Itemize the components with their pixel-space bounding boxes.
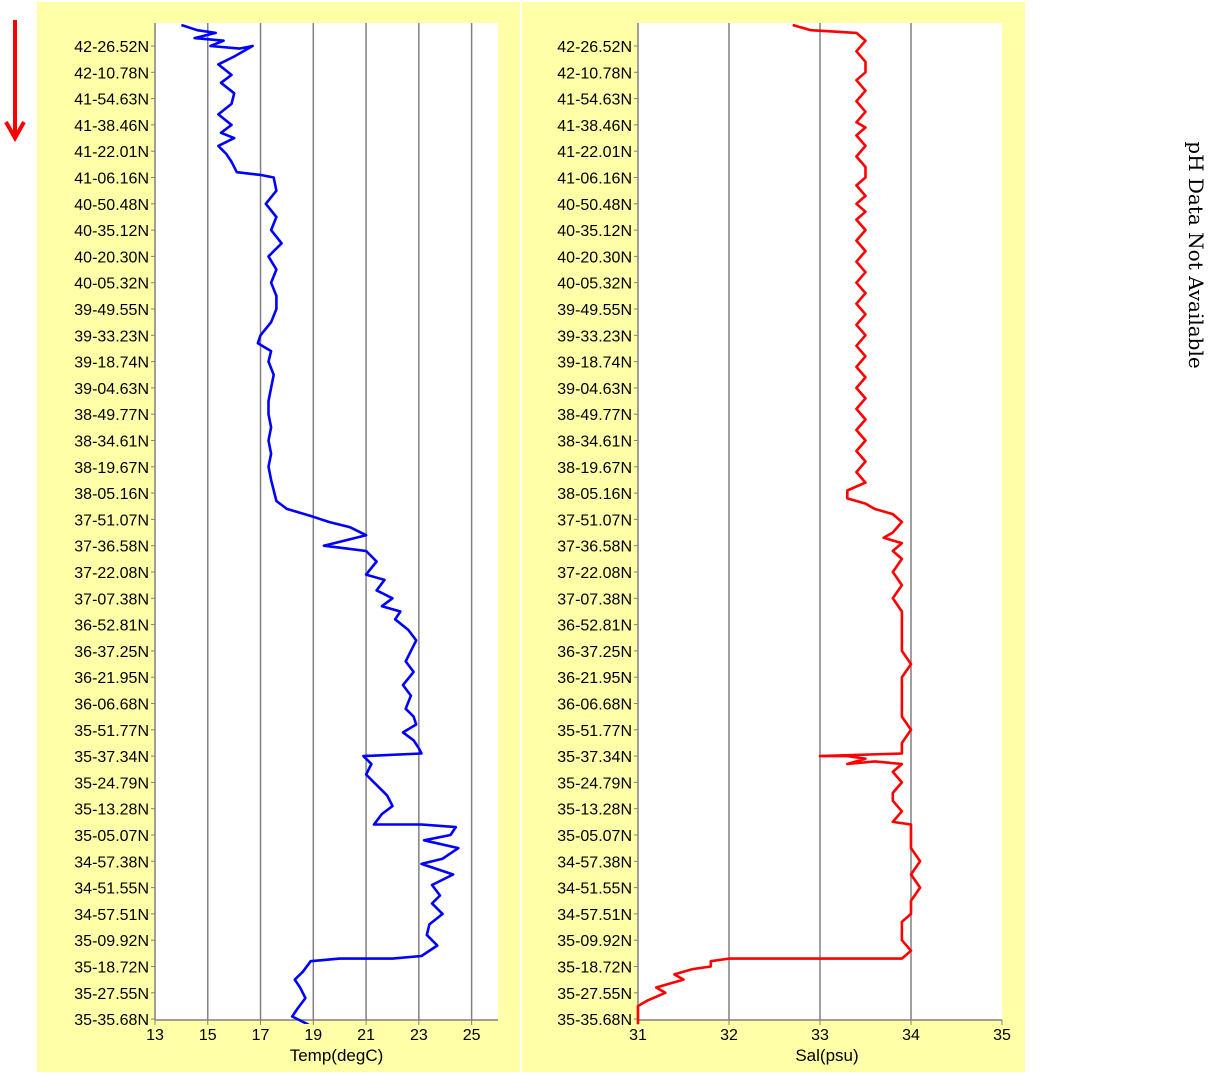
y-tick-label: 34-51.55N: [557, 881, 632, 898]
y-tick-label: 35-13.28N: [74, 802, 149, 819]
y-tick-label: 37-07.38N: [74, 591, 149, 608]
ph-unavailable-text: pH Data Not Available: [1184, 141, 1208, 369]
x-tick-label: 25: [463, 1027, 481, 1044]
y-tick-label: 34-57.38N: [557, 854, 632, 871]
y-tick-label: 36-37.25N: [74, 644, 149, 661]
y-tick-label: 41-38.46N: [557, 118, 632, 135]
y-tick-label: 35-18.72N: [74, 960, 149, 977]
y-tick-label: 38-19.67N: [557, 460, 632, 477]
data-series-line: [636, 23, 922, 1024]
arrow-down-icon: [4, 20, 26, 143]
y-tick-label: 35-09.92N: [74, 933, 149, 950]
x-tick-label: 17: [252, 1027, 270, 1044]
x-tick-label: 19: [304, 1027, 322, 1044]
chart-panel-1: 42-26.52N 42-10.78N 41-54.63N 41-38.46N 41-2…: [37, 2, 520, 1072]
x-tick-label: 15: [199, 1027, 217, 1044]
y-tick-label: 34-57.38N: [74, 854, 149, 871]
y-tick-label: 40-20.30N: [557, 249, 632, 266]
y-tick-label: 40-20.30N: [74, 249, 149, 266]
y-tick-label: 40-05.32N: [74, 276, 149, 293]
y-tick-label: 39-49.55N: [74, 302, 149, 319]
y-tick-label: 35-05.07N: [74, 828, 149, 845]
x-tick-label: 23: [410, 1027, 428, 1044]
y-tick-label: 42-10.78N: [74, 65, 149, 82]
y-tick-label: 37-51.07N: [557, 512, 632, 529]
y-tick-label: 36-37.25N: [557, 644, 632, 661]
y-tick-label: 40-05.32N: [557, 276, 632, 293]
y-tick-label: 39-49.55N: [557, 302, 632, 319]
y-tick-label: 41-22.01N: [557, 144, 632, 161]
y-tick-label: 35-09.92N: [557, 933, 632, 950]
y-tick-label: 35-13.28N: [557, 802, 632, 819]
y-tick-label: 35-51.77N: [74, 723, 149, 740]
y-tick-label: 35-18.72N: [557, 960, 632, 977]
x-axis-label: Sal(psu): [795, 1046, 858, 1065]
y-tick-label: 36-06.68N: [74, 697, 149, 714]
y-tick-label: 35-35.68N: [74, 1012, 149, 1029]
y-tick-label: 35-51.77N: [557, 723, 632, 740]
y-tick-label: 35-37.34N: [557, 749, 632, 766]
y-tick-label: 35-35.68N: [557, 1012, 632, 1029]
y-tick-label: 40-35.12N: [74, 223, 149, 240]
y-tick-label: 36-52.81N: [557, 618, 632, 635]
y-tick-label: 36-21.95N: [557, 670, 632, 687]
chart-panel-2: 42-26.52N 42-10.78N 41-54.63N 41-38.46N 41-2…: [522, 2, 1025, 1072]
y-tick-label: 41-54.63N: [74, 92, 149, 109]
y-tick-label: 39-33.23N: [74, 328, 149, 345]
y-tick-label: 37-07.38N: [557, 591, 632, 608]
y-tick-label: 35-27.55N: [74, 986, 149, 1003]
x-tick-label: 13: [146, 1027, 164, 1044]
y-tick-label: 42-26.52N: [74, 39, 149, 56]
y-tick-label: 37-51.07N: [74, 512, 149, 529]
y-tick-label: 40-50.48N: [557, 197, 632, 214]
x-tick-label: 31: [629, 1027, 647, 1044]
y-tick-label: 42-26.52N: [557, 39, 632, 56]
y-tick-label: 35-27.55N: [557, 986, 632, 1003]
y-tick-label: 38-05.16N: [74, 486, 149, 503]
y-tick-label: 37-36.58N: [74, 539, 149, 556]
y-tick-label: 41-06.16N: [74, 171, 149, 188]
y-tick-label: 37-22.08N: [74, 565, 149, 582]
y-tick-label: 41-38.46N: [74, 118, 149, 135]
y-tick-label: 34-57.51N: [557, 907, 632, 924]
y-tick-label: 35-24.79N: [74, 775, 149, 792]
y-tick-label: 36-06.68N: [557, 697, 632, 714]
y-tick-label: 37-22.08N: [557, 565, 632, 582]
x-tick-label: 32: [720, 1027, 738, 1044]
x-tick-label: 35: [993, 1027, 1011, 1044]
y-tick-label: 35-37.34N: [74, 749, 149, 766]
data-series-line: [180, 23, 460, 1024]
y-tick-label: 38-34.61N: [557, 434, 632, 451]
ph-unavailable-note: pH Data Not Available: [1166, 110, 1225, 400]
x-axis-label: Temp(degC): [290, 1046, 384, 1065]
y-tick-label: 34-57.51N: [74, 907, 149, 924]
y-tick-label: 40-50.48N: [74, 197, 149, 214]
y-tick-label: 39-04.63N: [557, 381, 632, 398]
y-tick-label: 41-22.01N: [74, 144, 149, 161]
y-tick-label: 39-18.74N: [557, 355, 632, 372]
y-tick-label: 39-04.63N: [74, 381, 149, 398]
y-tick-label: 35-05.07N: [557, 828, 632, 845]
y-tick-label: 38-34.61N: [74, 434, 149, 451]
y-tick-label: 41-54.63N: [557, 92, 632, 109]
y-tick-label: 38-05.16N: [557, 486, 632, 503]
y-tick-label: 42-10.78N: [557, 65, 632, 82]
y-tick-label: 41-06.16N: [557, 171, 632, 188]
x-tick-label: 34: [902, 1027, 920, 1044]
y-tick-label: 34-51.55N: [74, 881, 149, 898]
y-tick-label: 37-36.58N: [557, 539, 632, 556]
y-tick-label: 38-49.77N: [74, 407, 149, 424]
y-tick-label: 40-35.12N: [557, 223, 632, 240]
y-tick-label: 35-24.79N: [557, 775, 632, 792]
y-tick-label: 39-33.23N: [557, 328, 632, 345]
y-tick-label: 36-52.81N: [74, 618, 149, 635]
x-tick-label: 21: [357, 1027, 375, 1044]
y-tick-label: 36-21.95N: [74, 670, 149, 687]
y-tick-label: 38-49.77N: [557, 407, 632, 424]
y-tick-label: 38-19.67N: [74, 460, 149, 477]
x-tick-label: 33: [811, 1027, 829, 1044]
y-tick-label: 39-18.74N: [74, 355, 149, 372]
